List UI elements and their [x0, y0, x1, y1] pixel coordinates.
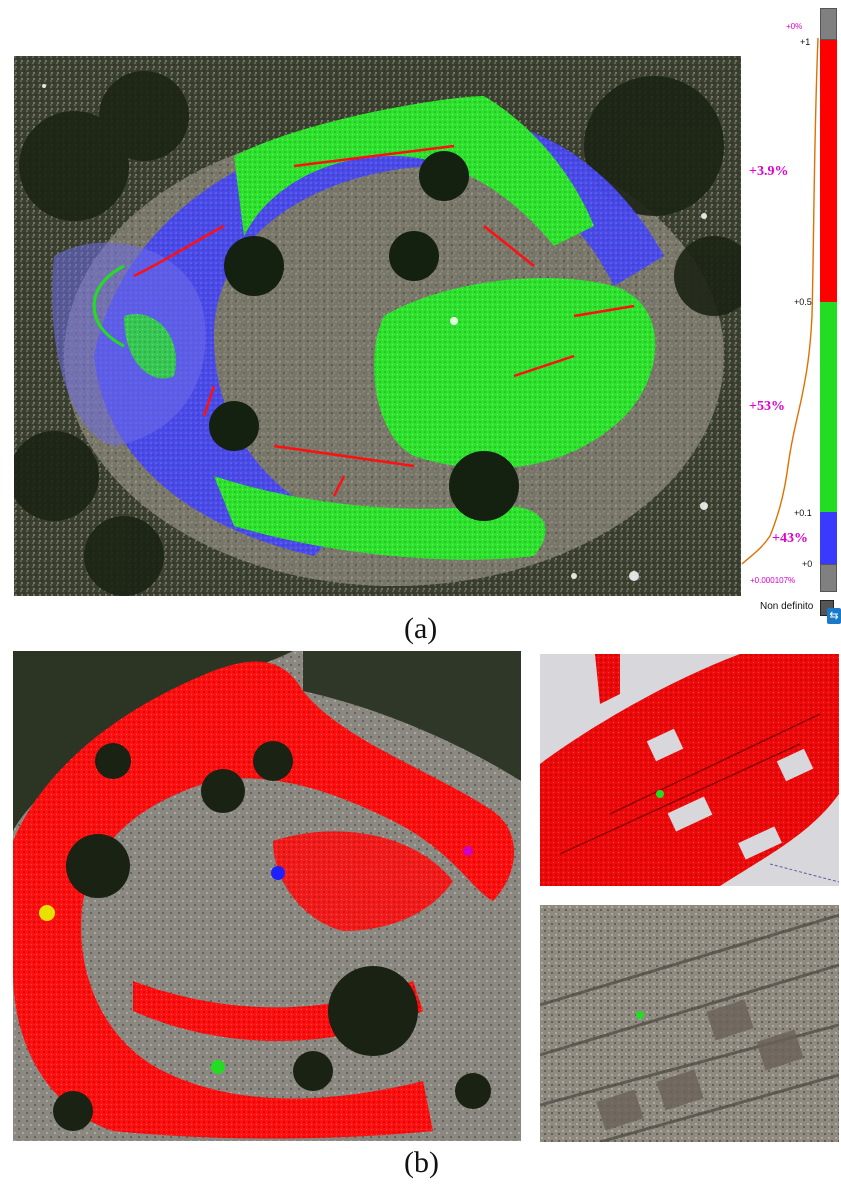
scale-segment-grey-top [820, 8, 837, 40]
control-point-blue [271, 866, 285, 880]
histogram-curve [741, 37, 819, 565]
tick-label-half: +0.5 [794, 297, 812, 307]
point-cloud-view-a [14, 56, 741, 596]
caption-a: (a) [404, 612, 438, 645]
settings-icon[interactable]: ⇆ [827, 608, 841, 624]
pct-label-green: +53% [749, 399, 785, 414]
scale-segment-red [820, 40, 837, 302]
pct-label-top: +0% [786, 22, 803, 31]
point-cloud-view-b-detail-red [540, 654, 839, 886]
scale-segment-green [820, 302, 837, 512]
caption-b: (b) [404, 1146, 439, 1179]
scale-segment-grey-bottom [820, 564, 837, 592]
control-point-green [211, 1060, 225, 1074]
undefined-label: Non definito [760, 601, 814, 612]
color-scale-bar [820, 8, 837, 592]
tick-label-one: +1 [800, 37, 811, 47]
point-cloud-view-b-detail-texture [540, 905, 839, 1142]
control-point-magenta [463, 846, 473, 856]
control-point-yellow [39, 905, 55, 921]
pct-label-blue: +43% [772, 531, 808, 546]
detail-point-green-bottom [636, 1011, 644, 1019]
pct-label-red: +3.9% [749, 164, 789, 179]
scale-segment-blue [820, 512, 837, 564]
point-cloud-view-b-main [13, 651, 521, 1141]
tick-label-zero: +0 [802, 559, 813, 569]
detail-point-green-top [656, 790, 664, 798]
pct-label-bottom: +0.000107% [750, 576, 796, 585]
tick-label-tenth: +0.1 [794, 508, 812, 518]
